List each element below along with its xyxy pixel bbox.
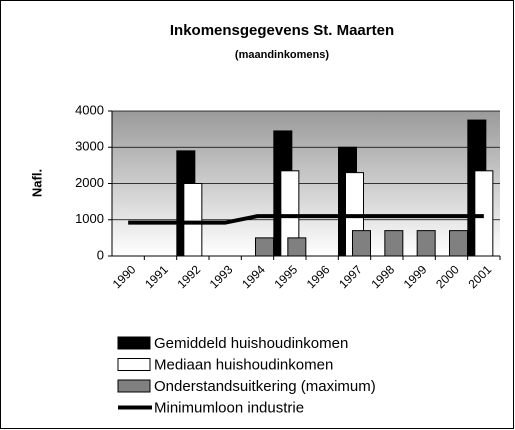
- line: [128, 214, 484, 225]
- bar: [449, 230, 468, 257]
- bar: [384, 230, 404, 257]
- legend-swatch: [117, 358, 151, 371]
- y-axis-label: Nafl.: [29, 169, 44, 197]
- bar: [287, 237, 307, 257]
- chart-subtitle: (maandinkomens): [235, 49, 329, 61]
- y-tick-label: 4000: [75, 102, 104, 117]
- y-tick-label: 1000: [75, 211, 104, 226]
- legend-label: Gemiddeld huishoudinkomen: [154, 335, 348, 352]
- legend-label: Onderstandsuitkering (maximum): [154, 378, 376, 395]
- legend-swatch: [117, 379, 151, 393]
- bar: [474, 170, 494, 257]
- bar: [183, 183, 203, 257]
- y-tick-label: 0: [97, 247, 104, 262]
- chart-title: Inkomensgegevens St. Maarten: [170, 22, 394, 39]
- y-tick-label: 2000: [75, 175, 104, 190]
- bar: [255, 237, 274, 257]
- legend-swatch: [117, 336, 151, 350]
- legend: Gemiddeld huishoudinkomen Mediaan huishou…: [117, 335, 376, 416]
- legend-label: Minimumloon industrie: [154, 399, 304, 416]
- legend-label: Mediaan huishoudinkomen: [154, 356, 333, 373]
- bar: [352, 230, 371, 257]
- y-tick-label: 3000: [75, 139, 104, 154]
- bar: [416, 230, 436, 257]
